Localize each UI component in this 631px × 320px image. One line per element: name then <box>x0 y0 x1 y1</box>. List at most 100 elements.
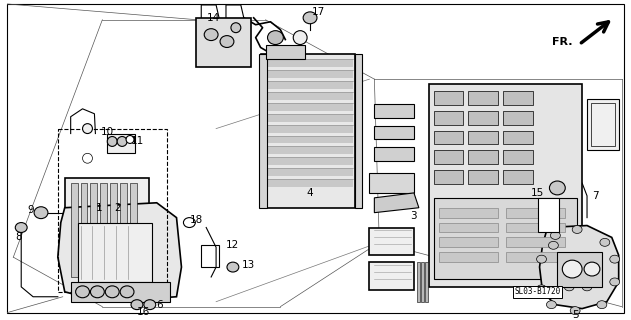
Bar <box>506 237 565 247</box>
Bar <box>369 262 414 290</box>
Bar <box>266 44 305 59</box>
Ellipse shape <box>184 218 196 228</box>
Bar <box>374 104 414 118</box>
Ellipse shape <box>126 135 134 143</box>
Ellipse shape <box>117 137 127 146</box>
Bar <box>421 262 424 302</box>
Bar <box>468 131 498 144</box>
Ellipse shape <box>227 262 239 272</box>
Ellipse shape <box>592 263 602 271</box>
Bar <box>417 262 420 302</box>
Ellipse shape <box>546 301 557 308</box>
Ellipse shape <box>577 263 587 271</box>
Text: 9: 9 <box>28 205 35 215</box>
Ellipse shape <box>548 241 558 249</box>
Bar <box>468 170 498 184</box>
Bar <box>591 103 615 146</box>
Ellipse shape <box>562 253 572 261</box>
Polygon shape <box>262 114 353 122</box>
Text: 12: 12 <box>227 240 240 250</box>
Bar <box>100 183 107 277</box>
Text: SL03-B1720: SL03-B1720 <box>514 287 561 296</box>
Bar <box>58 129 167 292</box>
Text: 17: 17 <box>311 7 324 17</box>
Bar <box>557 252 602 287</box>
Bar <box>355 54 362 208</box>
Bar <box>433 111 463 124</box>
Ellipse shape <box>231 23 241 33</box>
Text: 18: 18 <box>190 215 203 225</box>
Bar <box>506 208 565 218</box>
Bar <box>503 131 533 144</box>
Ellipse shape <box>83 124 92 133</box>
Polygon shape <box>262 168 353 176</box>
Bar <box>506 252 565 262</box>
Bar <box>503 91 533 105</box>
Bar <box>425 262 428 302</box>
Polygon shape <box>262 179 353 187</box>
Polygon shape <box>262 81 353 89</box>
Bar <box>439 237 498 247</box>
Bar <box>468 150 498 164</box>
Polygon shape <box>262 92 353 100</box>
Ellipse shape <box>107 137 117 146</box>
Bar <box>120 183 127 277</box>
Bar <box>201 245 219 267</box>
Bar <box>110 183 117 277</box>
Ellipse shape <box>220 36 234 47</box>
Ellipse shape <box>584 262 600 276</box>
Ellipse shape <box>597 301 607 308</box>
Text: 13: 13 <box>242 260 256 270</box>
Polygon shape <box>58 203 182 302</box>
Bar <box>107 133 135 153</box>
Ellipse shape <box>536 255 546 263</box>
Bar <box>468 91 498 105</box>
Polygon shape <box>262 70 353 78</box>
Ellipse shape <box>303 12 317 24</box>
Ellipse shape <box>105 286 119 298</box>
Text: 10: 10 <box>101 127 114 137</box>
Text: 16: 16 <box>138 307 151 316</box>
Polygon shape <box>262 146 353 154</box>
Ellipse shape <box>564 283 574 291</box>
Ellipse shape <box>610 255 620 263</box>
Ellipse shape <box>600 238 610 246</box>
Text: 5: 5 <box>572 309 579 320</box>
Bar <box>196 18 251 67</box>
Ellipse shape <box>572 226 582 234</box>
Text: FR.: FR. <box>551 36 572 46</box>
Bar <box>503 150 533 164</box>
Bar <box>503 170 533 184</box>
Polygon shape <box>540 226 618 308</box>
Ellipse shape <box>34 207 48 219</box>
Bar <box>369 228 414 255</box>
Ellipse shape <box>15 223 27 232</box>
Text: 11: 11 <box>131 136 144 147</box>
Bar <box>587 99 618 150</box>
Polygon shape <box>262 103 353 111</box>
Ellipse shape <box>268 31 283 44</box>
Text: 2: 2 <box>114 203 121 213</box>
Bar <box>90 183 97 277</box>
Bar <box>261 54 355 208</box>
Ellipse shape <box>582 283 592 291</box>
Bar <box>428 84 582 287</box>
Text: 14: 14 <box>206 13 220 23</box>
Ellipse shape <box>83 153 92 163</box>
Bar <box>468 111 498 124</box>
Bar <box>259 54 266 208</box>
Bar <box>374 148 414 161</box>
Bar <box>433 91 463 105</box>
Bar <box>439 223 498 232</box>
Ellipse shape <box>550 181 565 195</box>
Bar <box>503 111 533 124</box>
Bar <box>506 223 565 232</box>
Bar <box>81 183 88 277</box>
Bar <box>71 183 78 277</box>
Bar <box>78 223 152 282</box>
Polygon shape <box>262 124 353 132</box>
Polygon shape <box>262 59 353 67</box>
Bar <box>369 173 414 193</box>
Ellipse shape <box>570 307 580 315</box>
Text: 3: 3 <box>411 211 417 221</box>
